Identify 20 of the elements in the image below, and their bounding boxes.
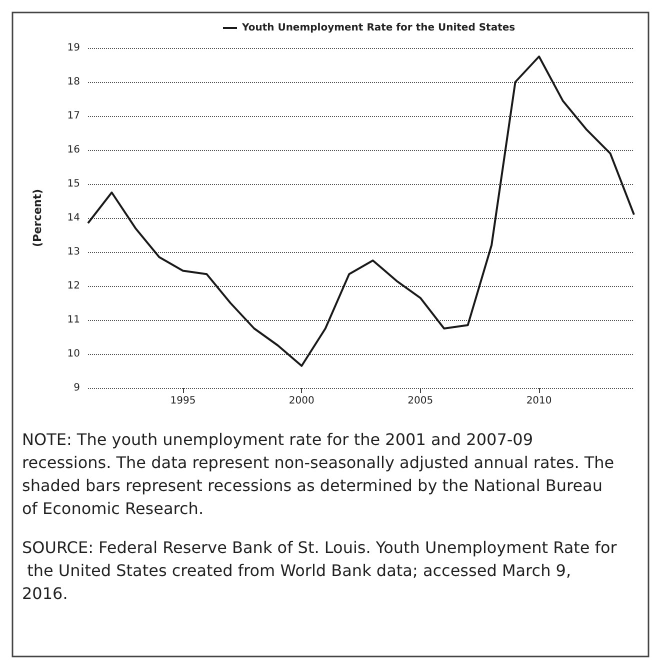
y-tick-label: 16: [67, 144, 80, 156]
y-tick-label: 11: [67, 314, 80, 326]
y-tick-label: 19: [67, 42, 80, 54]
legend-label: Youth Unemployment Rate for the United States: [241, 22, 516, 34]
y-tick-label: 18: [67, 76, 80, 88]
y-tick-label: 13: [67, 246, 80, 258]
y-axis-title: (Percent): [31, 188, 44, 248]
source-note: SOURCE: Federal Reserve Bank of St. Louis. Youth Unemployment Rate for the United States created from World Bank data; accessed March 9, 2016.: [22, 538, 618, 603]
line-series: [87, 56, 635, 367]
y-tick-label: 17: [67, 110, 80, 122]
x-tick-label: 1995: [170, 396, 196, 406]
text: NOTE: The youth unemployment rate for the 2001 and 2007-09 recessions. The data represent non-seasonally adjusted annual rates. The shaded bars represent recessions as determined by the National Bureau of Economic Research.: [22, 430, 620, 518]
x-tick-label: 2000: [288, 396, 314, 406]
y-tick-label: 10: [67, 348, 80, 360]
y-tick-label: 15: [67, 178, 80, 190]
y-tick-label: 12: [67, 280, 80, 292]
x-tick-label: 2010: [526, 396, 552, 406]
y-tick-label: 9: [74, 382, 80, 394]
y-tick-label: 14: [67, 212, 80, 224]
x-tick-label: 2005: [408, 396, 434, 406]
